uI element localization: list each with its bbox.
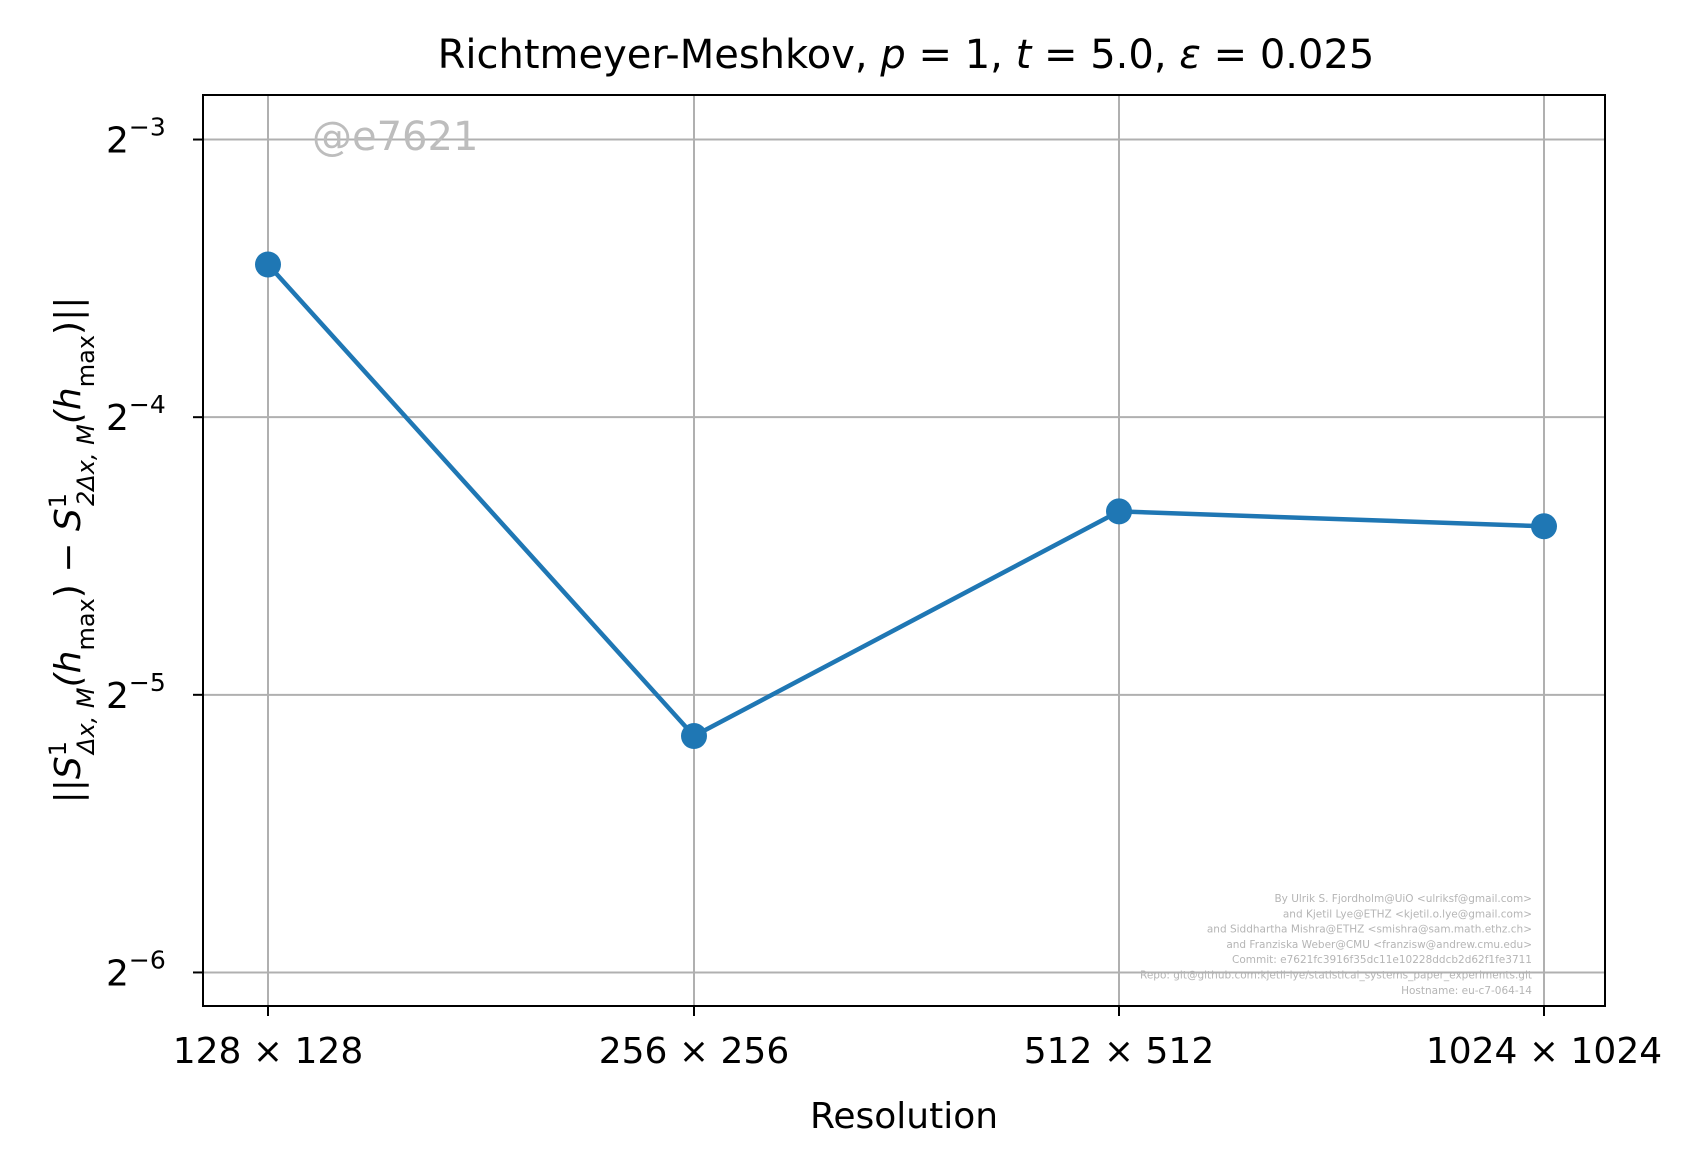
- credits-line: and Franziska Weber@CMU <franzisw@andrew…: [1226, 939, 1532, 951]
- x-tick-label: 1024 × 1024: [1426, 1031, 1662, 1072]
- series-line: [266, 262, 1545, 739]
- y-tick-label: 2−6: [106, 945, 166, 994]
- data-point: [681, 723, 707, 749]
- data-point: [1531, 513, 1557, 540]
- grid: [203, 95, 1605, 1006]
- y-axis-label: ||S1Δx, M(hmax) − S12Δx, M(hmax)||: [44, 297, 100, 804]
- chart-title: Richtmeyer-Meshkov, p = 1, t = 5.0, ε = …: [438, 32, 1375, 78]
- y-tick-label: 2−5: [106, 668, 166, 717]
- x-tick-label: 128 × 128: [173, 1031, 363, 1072]
- credits-line: Repo: git@github.com:kjetil-lye/statisti…: [1140, 970, 1532, 982]
- credits-block: By Ulrik S. Fjordholm@UiO <ulriksf@gmail…: [1140, 893, 1532, 997]
- credits-line: Commit: e7621fc3916f35dc11e10228ddcb2d62…: [1232, 954, 1532, 966]
- data-point: [1106, 498, 1132, 525]
- x-axis-label: Resolution: [810, 1096, 998, 1137]
- series-group: [255, 251, 1557, 749]
- y-tick-label: 2−4: [106, 390, 166, 439]
- watermark: @e7621: [312, 114, 478, 160]
- credits-line: Hostname: eu-c7-064-14: [1401, 985, 1532, 997]
- data-point: [255, 251, 281, 278]
- plot-frame: [202, 94, 1606, 1007]
- x-ticks: 128 × 128 256 × 256 512 × 512 1024 × 1024: [173, 1006, 1662, 1072]
- y-ticks: 2−3 2−4 2−5 2−6: [106, 113, 203, 994]
- credits-line: and Kjetil Lye@ETHZ <kjetil.o.lye@gmail.…: [1283, 908, 1532, 920]
- x-tick-label: 512 × 512: [1024, 1031, 1214, 1072]
- credits-line: By Ulrik S. Fjordholm@UiO <ulriksf@gmail…: [1274, 893, 1532, 905]
- x-tick-label: 256 × 256: [599, 1031, 789, 1072]
- y-tick-label: 2−3: [106, 113, 166, 162]
- credits-line: and Siddhartha Mishra@ETHZ <smishra@sam.…: [1207, 924, 1532, 936]
